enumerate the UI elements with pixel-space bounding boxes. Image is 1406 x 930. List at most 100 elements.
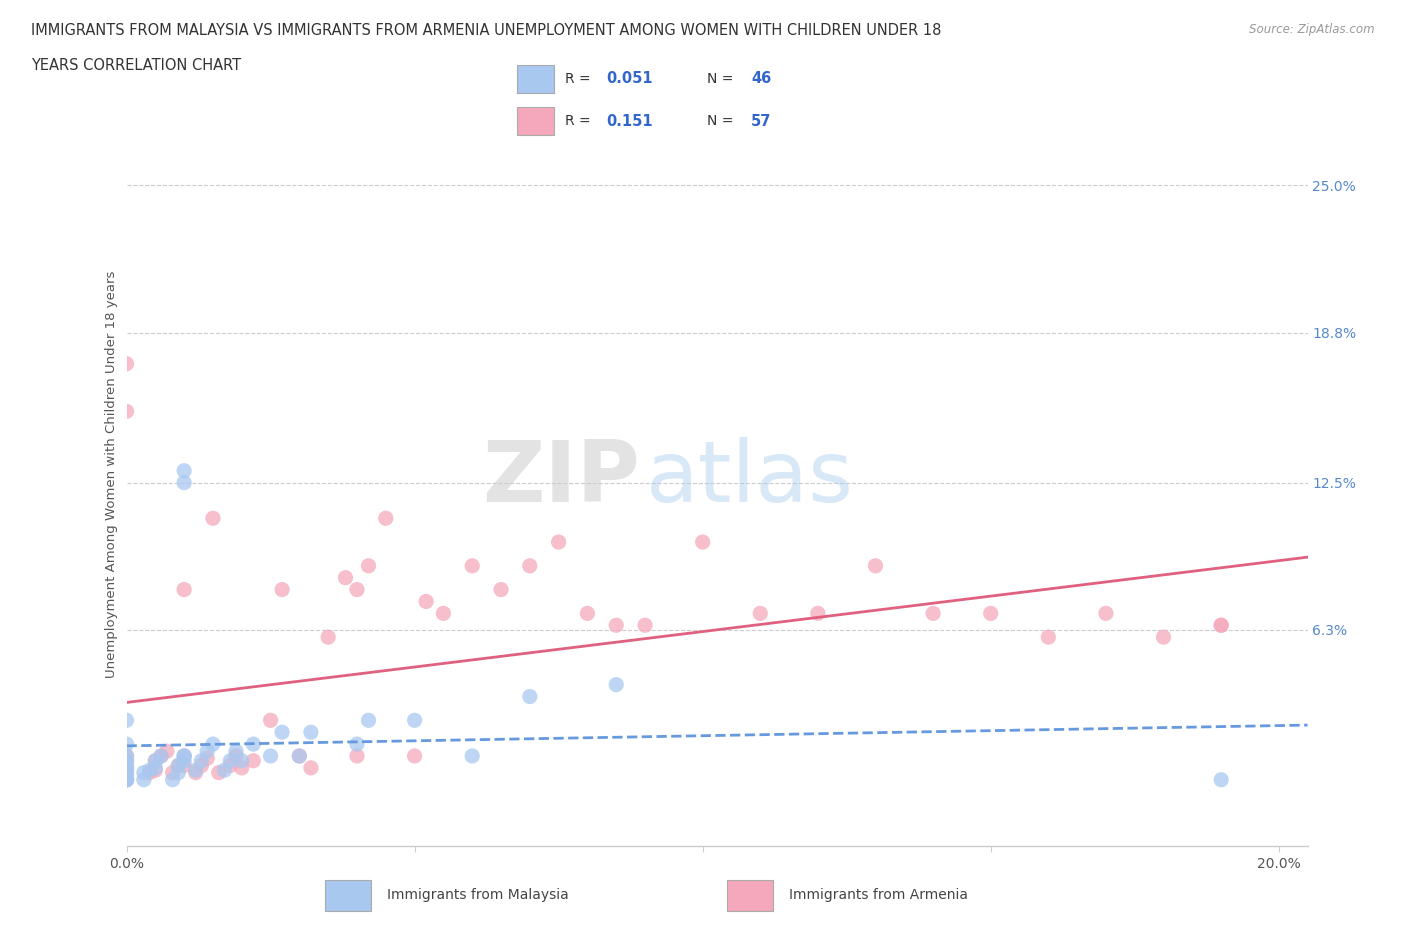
Point [1211,772,1233,787]
Point [346,582,368,597]
Point [316,630,339,644]
Point [162,765,184,780]
Point [489,582,512,597]
Point [132,765,155,780]
Point [231,753,253,768]
Point [150,749,173,764]
Point [115,767,138,782]
Text: IMMIGRANTS FROM MALAYSIA VS IMMIGRANTS FROM ARMENIA UNEMPLOYMENT AMONG WOMEN WIT: IMMIGRANTS FROM MALAYSIA VS IMMIGRANTS F… [31,23,941,38]
Point [807,606,830,621]
Point [115,772,138,787]
Point [184,763,207,777]
Point [692,535,714,550]
Text: 0.051: 0.051 [607,72,654,86]
Point [173,475,195,490]
Point [167,758,190,773]
Point [115,772,138,787]
Point [115,737,138,751]
Point [415,594,437,609]
Point [1211,618,1233,632]
Point [167,765,190,780]
Point [519,558,541,573]
Point [980,606,1002,621]
Point [190,753,212,768]
Point [115,756,138,771]
Point [195,744,218,759]
Point [404,749,426,764]
Point [184,765,207,780]
Text: N =: N = [707,72,738,86]
Point [115,772,138,787]
Text: atlas: atlas [647,436,855,520]
Point [271,582,294,597]
Point [288,749,311,764]
Point [461,558,484,573]
Bar [325,880,371,911]
Text: Immigrants from Malaysia: Immigrants from Malaysia [387,888,568,902]
Point [288,749,311,764]
Point [242,753,264,768]
Point [190,758,212,773]
Point [259,749,281,764]
Point [519,689,541,704]
Point [115,772,138,787]
Point [195,751,218,765]
Point [461,749,484,764]
Point [115,356,138,371]
Point [335,570,357,585]
Text: 0.151: 0.151 [607,113,654,128]
Point [346,749,368,764]
Bar [517,65,554,93]
Text: Immigrants from Armenia: Immigrants from Armenia [789,888,967,902]
Point [605,618,627,632]
Point [865,558,887,573]
Point [143,761,166,776]
Point [357,558,380,573]
Point [156,744,179,759]
Point [208,765,231,780]
Point [115,753,138,768]
Point [150,749,173,764]
Point [547,535,569,550]
Point [374,511,396,525]
Point [271,724,294,739]
Point [173,753,195,768]
Text: YEARS CORRELATION CHART: YEARS CORRELATION CHART [31,58,240,73]
Point [299,761,322,776]
Point [231,761,253,776]
Point [605,677,627,692]
Point [115,404,138,418]
Point [162,772,184,787]
Point [576,606,599,621]
Point [173,749,195,764]
Point [259,713,281,728]
Point [132,772,155,787]
Text: R =: R = [565,72,595,86]
Point [201,737,224,751]
Point [225,749,247,764]
Point [173,749,195,764]
Point [115,713,138,728]
Point [1211,618,1233,632]
Point [173,749,195,764]
Point [214,763,236,777]
Text: R =: R = [565,114,599,128]
Point [357,713,380,728]
Point [115,772,138,787]
Point [115,753,138,768]
Point [432,606,454,621]
Text: N =: N = [707,114,738,128]
Point [922,606,945,621]
Text: 46: 46 [751,72,772,86]
Point [173,758,195,773]
Point [115,763,138,777]
Point [219,758,242,773]
Point [167,758,190,773]
Point [404,713,426,728]
Point [115,749,138,764]
Text: 57: 57 [751,113,772,128]
Point [143,753,166,768]
Bar [517,107,554,136]
Point [1095,606,1118,621]
Point [115,749,138,764]
